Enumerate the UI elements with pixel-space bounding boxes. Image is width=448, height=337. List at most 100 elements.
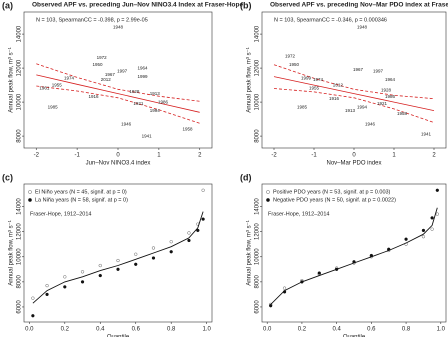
x-tick-label: -1 <box>74 153 80 159</box>
year-point: 1961 <box>39 86 50 91</box>
quantile-point <box>31 296 35 300</box>
x-tick-label: 0.4 <box>332 327 341 333</box>
year-point: 1955 <box>309 86 320 91</box>
fit-line <box>36 85 200 124</box>
year-point: 1999 <box>301 75 312 80</box>
year-point: 1974 <box>64 75 75 80</box>
quantile-point <box>151 246 156 250</box>
x-tick-label: 1 <box>157 153 161 159</box>
x-tick-label: -2 <box>34 153 40 159</box>
year-point: 1941 <box>142 133 153 138</box>
x-axis-label: Quantile <box>107 335 130 337</box>
year-point: 1999 <box>138 74 149 79</box>
x-tick-label: 0.6 <box>132 327 141 333</box>
quantile-point <box>116 258 120 263</box>
year-point: 1921 <box>133 101 144 106</box>
legend-marker <box>28 198 32 202</box>
x-tick-label: 0 <box>116 153 120 159</box>
quantile-line <box>270 207 438 305</box>
x-axis-label: Quantile <box>343 335 366 337</box>
fit-line <box>273 76 435 111</box>
quantile-point <box>269 304 273 308</box>
y-tick-label: 10000 <box>255 248 261 265</box>
x-tick-label: 2 <box>432 153 436 159</box>
year-point: 1950 <box>289 62 300 67</box>
fit-line <box>273 88 435 123</box>
y-tick-label: 10000 <box>17 248 23 265</box>
year-point: 1985 <box>48 104 59 109</box>
year-point: 1958 <box>397 111 408 116</box>
year-point: 2012 <box>333 82 344 87</box>
legend-entry: Positive PDO years (N = 53, signif. at p… <box>273 189 391 195</box>
y-tick-label: 12000 <box>17 59 23 76</box>
quantile-point <box>45 292 49 297</box>
year-point: 1948 <box>113 24 124 29</box>
legend-entry: Negative PDO years (N = 50, signif. at p… <box>273 197 396 203</box>
chart-title: Observed APF vs. preceding Nov–Mar PDO i… <box>270 2 448 9</box>
year-point: 1964 <box>385 77 396 82</box>
x-tick-label: 1 <box>392 153 396 159</box>
quantile-point <box>80 280 85 284</box>
year-point: 1958 <box>182 126 193 131</box>
quantile-point <box>187 231 191 235</box>
quantile-point <box>421 235 426 239</box>
x-tick-label: 0.2 <box>298 327 307 333</box>
y-tick-label: 6000 <box>255 300 261 314</box>
x-tick-label: 0.8 <box>402 327 411 333</box>
y-tick-label: 10000 <box>17 93 23 110</box>
quantile-point <box>134 262 138 266</box>
y-axis-label: Annual peak flow, m³ s⁻¹ <box>9 47 15 113</box>
legend-marker <box>266 198 270 202</box>
quantile-point <box>435 212 439 216</box>
x-tick-label: 1.0 <box>437 327 446 333</box>
y-tick-label: 10000 <box>255 93 261 110</box>
annotation: N = 103, SpearmanCC = -0.398, p = 2.99e-… <box>36 17 148 23</box>
panel-label: (c) <box>2 172 13 182</box>
year-point: 1950 <box>93 62 104 67</box>
x-tick-label: 0.6 <box>367 327 376 333</box>
plot-frame <box>261 183 447 323</box>
panel-label: (d) <box>240 172 252 182</box>
quantile-point <box>45 283 49 288</box>
year-point: 1986 <box>385 94 396 99</box>
year-point: 1916 <box>88 94 99 99</box>
year-point: 1946 <box>365 121 376 126</box>
x-tick-label: -2 <box>271 153 277 159</box>
fit-line <box>36 63 200 102</box>
annotation: N = 103, SpearmanCC = -0.346, p = 0.0003… <box>274 17 387 23</box>
y-axis-label: Annual peak flow, m³ s⁻¹ <box>9 220 15 286</box>
year-point: 1994 <box>150 108 161 113</box>
quantile-point <box>134 252 138 256</box>
quantile-point <box>63 275 67 279</box>
fit-line <box>273 64 435 100</box>
quantile-point <box>430 227 434 231</box>
panel-label: (b) <box>240 0 252 10</box>
year-point: 1997 <box>117 69 128 74</box>
x-tick-label: 0.4 <box>96 327 105 333</box>
year-point: 1994 <box>357 104 368 109</box>
year-point: 1972 <box>285 53 296 58</box>
y-tick-label: 12000 <box>255 59 261 76</box>
quantile-point <box>98 273 102 278</box>
y-tick-label: 8000 <box>17 129 23 143</box>
y-tick-label: 14000 <box>17 25 23 42</box>
year-point: 1948 <box>357 24 368 29</box>
quantile-point <box>201 188 205 192</box>
panel-label: (a) <box>2 0 13 10</box>
quantile-point <box>196 228 200 233</box>
legend-entry: La Niña years (N = 58, signif. at p = 0) <box>35 197 128 203</box>
x-tick-label: 0.2 <box>61 327 70 333</box>
quantile-point <box>31 314 35 318</box>
note: Fraser-Hope, 1912–2014 <box>268 211 329 217</box>
x-axis-label: Nov–Mar PDO index <box>326 161 381 167</box>
year-point: 1967 <box>353 67 364 72</box>
year-point: 1928 <box>129 89 140 94</box>
year-point: 1986 <box>158 99 169 104</box>
x-axis-label: Jun–Nov NINO3.4 index <box>86 161 151 167</box>
quantile-point <box>169 240 173 244</box>
quantile-point <box>317 271 321 275</box>
year-point: 1913 <box>150 91 161 96</box>
year-point: 1997 <box>373 69 384 74</box>
y-tick-label: 12000 <box>255 223 261 240</box>
